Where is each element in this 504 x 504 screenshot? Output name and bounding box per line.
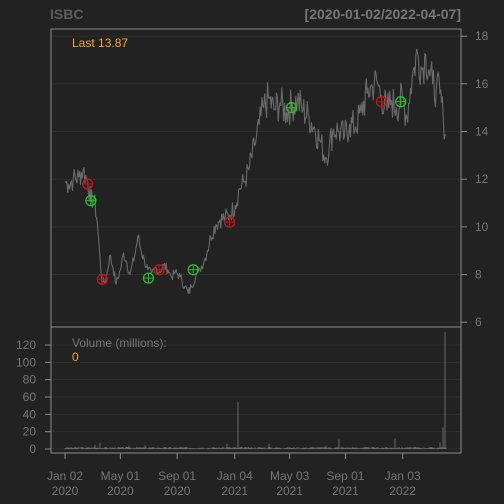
- volume-label: Volume (millions):: [72, 336, 167, 350]
- price-tick-label: 10: [475, 220, 489, 234]
- price-y-axis: 6 8 10 12 14 16 18: [461, 29, 489, 329]
- volume-tick-label: 60: [23, 390, 37, 404]
- x-tick-label: May 01: [101, 469, 141, 483]
- date-range-title: [2020-01-02/2022-04-07]: [305, 6, 461, 22]
- price-tick-label: 8: [475, 268, 482, 282]
- x-tick-label: Jan 04: [217, 469, 253, 483]
- volume-tick-label: 100: [16, 355, 36, 369]
- x-tick-year: 2021: [221, 484, 248, 498]
- volume-panel-frame: [50, 326, 462, 454]
- x-tick-label: Sep 01: [158, 469, 196, 483]
- volume-tick-label: 20: [23, 425, 37, 439]
- price-tick-label: 14: [475, 125, 489, 139]
- volume-y-axis: 0 20 40 60 80 100 120: [16, 338, 51, 456]
- sell-marker: [81, 178, 94, 190]
- x-tick-label: Jan 03: [385, 469, 421, 483]
- volume-tick-label: 0: [29, 442, 36, 456]
- price-tick-label: 18: [475, 29, 489, 43]
- sell-marker: [153, 264, 165, 276]
- volume-tick-label: 80: [23, 373, 37, 387]
- price-tick-label: 12: [475, 172, 489, 186]
- volume-tick-label: 40: [23, 407, 37, 421]
- sell-marker: [375, 96, 388, 108]
- x-tick-year: 2021: [276, 484, 303, 498]
- buy-marker: [142, 272, 155, 284]
- x-tick-year: 2022: [389, 484, 416, 498]
- sell-marker: [96, 273, 109, 285]
- x-tick-label: Sep 01: [326, 469, 364, 483]
- sell-marker: [224, 216, 236, 228]
- x-tick-year: 2021: [332, 484, 359, 498]
- last-volume-label: 0: [72, 350, 79, 364]
- x-tick-year: 2020: [107, 484, 134, 498]
- price-tick-label: 16: [475, 77, 489, 91]
- x-tick-label: Jan 02: [47, 469, 83, 483]
- volume-tick-label: 120: [16, 338, 36, 352]
- volume-bars: [64, 332, 447, 449]
- x-tick-year: 2020: [164, 484, 191, 498]
- trade-markers: [81, 96, 407, 285]
- symbol-title: ISBC: [50, 6, 83, 22]
- buy-marker: [187, 264, 199, 276]
- x-tick-label: May 03: [270, 469, 310, 483]
- x-tick-year: 2020: [52, 484, 79, 498]
- buy-marker: [285, 102, 298, 114]
- buy-marker: [395, 96, 407, 108]
- price-tick-label: 6: [475, 315, 482, 329]
- last-price-label: Last 13.87: [72, 36, 128, 50]
- buy-marker: [85, 194, 97, 207]
